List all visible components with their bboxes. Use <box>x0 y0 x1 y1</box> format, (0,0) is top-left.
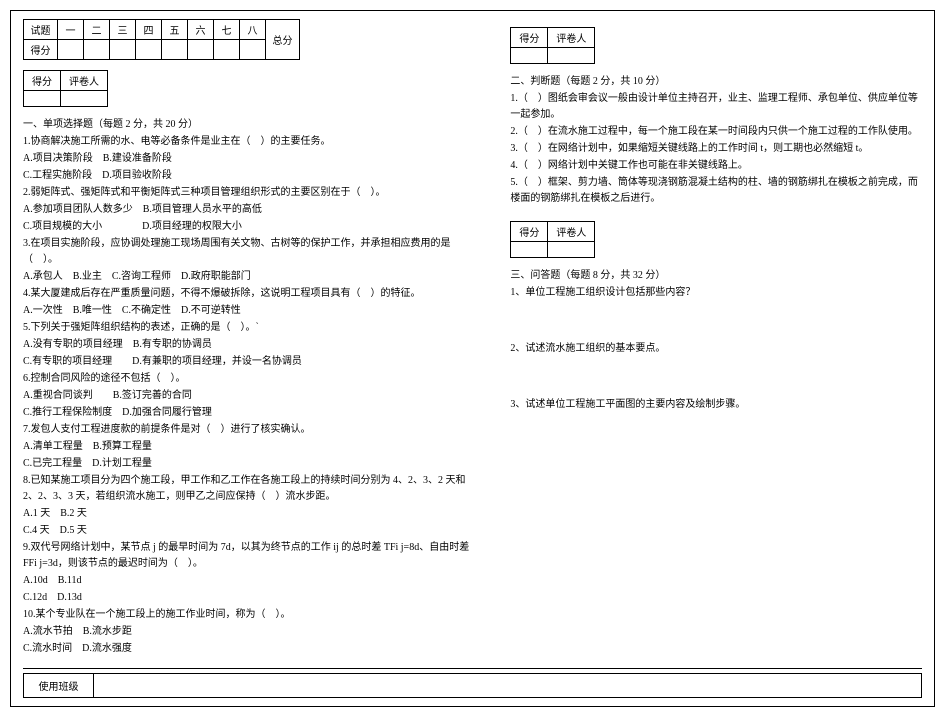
summary-cell-total: 总分 <box>266 20 300 60</box>
question-7-options-a: A.清单工程量 B.预算工程量 <box>23 439 480 455</box>
essay-2: 2、试述流水施工组织的基本要点。 <box>510 341 922 357</box>
table-row <box>511 48 595 64</box>
summary-cell: 得分 <box>24 40 58 60</box>
question-5: 5.下列关于强矩阵组织结构的表述，正确的是（ ）。` <box>23 320 480 336</box>
table-row: 试题 一 二 三 四 五 六 七 八 总分 <box>24 20 300 40</box>
usage-label: 使用班级 <box>24 674 94 698</box>
table-row: 使用班级 <box>24 674 922 698</box>
question-5-options-b: C.有专职的项目经理 D.有兼职的项目经理，并设一名协调员 <box>23 354 480 370</box>
right-column: 得分 评卷人 二、判断题（每题 2 分，共 10 分） 1.（ ）图纸会审会议一… <box>510 19 922 658</box>
summary-cell <box>58 40 84 60</box>
question-8-options-a: A.1 天 B.2 天 <box>23 506 480 522</box>
question-2-options-b: C.项目规模的大小 D.项目经理的权限大小 <box>23 219 480 235</box>
summary-cell: 七 <box>214 20 240 40</box>
question-10-options-b: C.流水时间 D.流水强度 <box>23 641 480 657</box>
summary-cell: 一 <box>58 20 84 40</box>
summary-cell: 试题 <box>24 20 58 40</box>
usage-row: 使用班级 <box>23 668 922 698</box>
question-10: 10.某个专业队在一个施工段上的施工作业时间，称为（ ）。 <box>23 607 480 623</box>
question-4-options: A.一次性 B.唯一性 C.不确定性 D.不可逆转性 <box>23 303 480 319</box>
columns-wrapper: 试题 一 二 三 四 五 六 七 八 总分 得分 <box>23 19 922 658</box>
summary-cell: 五 <box>162 20 188 40</box>
summary-cell <box>110 40 136 60</box>
summary-cell <box>214 40 240 60</box>
question-7: 7.发包人支付工程进度款的前提条件是对（ ）进行了核实确认。 <box>23 422 480 438</box>
section-3-title: 三、问答题（每题 8 分，共 32 分） <box>510 266 922 281</box>
mini-cell-score: 得分 <box>24 71 61 91</box>
summary-cell <box>240 40 266 60</box>
question-7-options-b: C.已完工程量 D.计划工程量 <box>23 456 480 472</box>
question-2-options-a: A.参加项目团队人数多少 B.项目管理人员水平的高低 <box>23 202 480 218</box>
question-1-options-b: C.工程实施阶段 D.项目验收阶段 <box>23 168 480 184</box>
question-1-options-a: A.项目决策阶段 B.建设准备阶段 <box>23 151 480 167</box>
question-8-options-b: C.4 天 D.5 天 <box>23 523 480 539</box>
table-row: 得分 评卷人 <box>24 71 108 91</box>
scorer-table: 得分 评卷人 <box>510 27 595 64</box>
mini-cell-grader: 评卷人 <box>548 222 595 242</box>
mini-cell <box>24 91 61 107</box>
table-row: 得分 评卷人 <box>511 222 595 242</box>
section-1-title: 一、单项选择题（每题 2 分，共 20 分） <box>23 115 480 130</box>
judge-1: 1.（ ）图纸会审会议一般由设计单位主持召开，业主、监理工程师、承包单位、供应单… <box>510 91 922 123</box>
table-row: 得分 <box>24 40 300 60</box>
question-9: 9.双代号网络计划中，某节点 j 的最早时间为 7d，以其为终节点的工作 ij … <box>23 540 480 572</box>
scorer-table: 得分 评卷人 <box>23 70 108 107</box>
question-10-options-a: A.流水节拍 B.流水步距 <box>23 624 480 640</box>
table-row <box>511 242 595 258</box>
judge-3: 3.（ ）在网络计划中，如果缩短关键线路上的工作时间 t，则工期也必然缩短 t。 <box>510 141 922 157</box>
judge-5: 5.（ ）框架、剪力墙、筒体等现浇钢筋混凝土结构的柱、墙的钢筋绑扎在模板之前完成… <box>510 175 922 207</box>
page-border: 试题 一 二 三 四 五 六 七 八 总分 得分 <box>10 10 935 707</box>
usage-value <box>94 674 922 698</box>
summary-cell <box>188 40 214 60</box>
usage-table: 使用班级 <box>23 673 922 698</box>
mini-cell <box>548 48 595 64</box>
essay-3: 3、试述单位工程施工平面图的主要内容及绘制步骤。 <box>510 397 922 413</box>
essay-1: 1、单位工程施工组织设计包括那些内容？ <box>510 285 922 301</box>
mini-cell-score: 得分 <box>511 28 548 48</box>
table-row: 得分 评卷人 <box>511 28 595 48</box>
question-5-options-a: A.没有专职的项目经理 B.有专职的协调员 <box>23 337 480 353</box>
question-6: 6.控制合同风险的途径不包括（ ）。 <box>23 371 480 387</box>
score-summary-table: 试题 一 二 三 四 五 六 七 八 总分 得分 <box>23 19 300 60</box>
question-3-options: A.承包人 B.业主 C.咨询工程师 D.政府职能部门 <box>23 269 480 285</box>
summary-cell <box>84 40 110 60</box>
mini-cell <box>548 242 595 258</box>
question-3: 3.在项目实施阶段，应协调处理施工现场周围有关文物、古树等的保护工作，并承担相应… <box>23 236 480 268</box>
judge-4: 4.（ ）网络计划中关键工作也可能在非关键线路上。 <box>510 158 922 174</box>
mini-cell <box>511 242 548 258</box>
table-row <box>24 91 108 107</box>
scorer-table: 得分 评卷人 <box>510 221 595 258</box>
question-8: 8.已知某施工项目分为四个施工段，甲工作和乙工作在各施工段上的持续时间分别为 4… <box>23 473 480 505</box>
summary-cell: 三 <box>110 20 136 40</box>
mini-cell <box>511 48 548 64</box>
mini-cell-grader: 评卷人 <box>548 28 595 48</box>
question-6-options-b: C.推行工程保险制度 D.加强合同履行管理 <box>23 405 480 421</box>
judge-2: 2.（ ）在流水施工过程中，每一个施工段在某一时间段内只供一个施工过程的工作队使… <box>510 124 922 140</box>
summary-cell: 二 <box>84 20 110 40</box>
left-column: 试题 一 二 三 四 五 六 七 八 总分 得分 <box>23 19 480 658</box>
summary-cell: 八 <box>240 20 266 40</box>
summary-cell: 六 <box>188 20 214 40</box>
mini-cell <box>61 91 108 107</box>
summary-cell: 四 <box>136 20 162 40</box>
section-2-title: 二、判断题（每题 2 分，共 10 分） <box>510 72 922 87</box>
question-9-options-b: C.12d D.13d <box>23 590 480 606</box>
mini-cell-grader: 评卷人 <box>61 71 108 91</box>
question-9-options-a: A.10d B.11d <box>23 573 480 589</box>
mini-cell-score: 得分 <box>511 222 548 242</box>
question-6-options-a: A.重视合同谈判 B.签订完善的合同 <box>23 388 480 404</box>
question-4: 4.某大厦建成后存在严重质量问题，不得不爆破拆除，这说明工程项目具有（ ）的特征… <box>23 286 480 302</box>
question-1: 1.协商解决施工所需的水、电等必备条件是业主在（ ）的主要任务。 <box>23 134 480 150</box>
summary-cell <box>162 40 188 60</box>
summary-cell <box>136 40 162 60</box>
question-2: 2.弱矩阵式、强矩阵式和平衡矩阵式三种项目管理组织形式的主要区别在于（ ）。 <box>23 185 480 201</box>
